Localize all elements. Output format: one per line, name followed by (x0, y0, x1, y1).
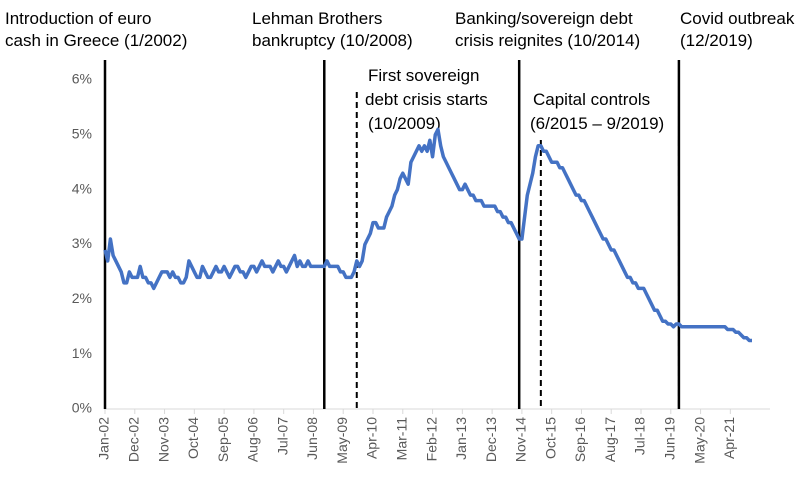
x-tick-label: Jan-13 (453, 417, 469, 460)
x-tick-label: Jun-08 (304, 417, 320, 460)
annotation: (10/2009) (368, 114, 441, 133)
x-tick-label: May-20 (691, 417, 707, 464)
x-tick-label: Jul-07 (274, 417, 290, 455)
annotation: crisis reignites (10/2014) (455, 31, 640, 50)
y-tick-label: 5% (72, 126, 92, 142)
annotation: (6/2015 – 9/2019) (530, 114, 664, 133)
x-tick-label: May-09 (334, 417, 350, 464)
y-tick-label: 2% (72, 290, 92, 306)
x-tick-label: Apr-21 (721, 417, 737, 459)
y-tick-label: 6% (72, 71, 92, 87)
annotation: First sovereign (368, 66, 479, 85)
annotation: debt crisis starts (365, 90, 488, 109)
x-tick-label: Oct-04 (185, 417, 201, 459)
x-tick-label: Sep-16 (572, 417, 588, 462)
x-tick-label: Aug-06 (245, 417, 261, 462)
annotation: Introduction of euro (5, 9, 151, 28)
x-tick-label: Jul-18 (632, 417, 648, 455)
annotation: Capital controls (533, 90, 650, 109)
annotation: Banking/sovereign debt (455, 9, 633, 28)
x-tick-label: Jun-19 (661, 417, 677, 460)
y-tick-label: 4% (72, 180, 92, 196)
x-tick-label: Dec-13 (483, 417, 499, 462)
x-tick-label: Sep-05 (215, 417, 231, 462)
annotation: Covid outbreak (680, 9, 795, 28)
x-tick-label: Aug-17 (602, 417, 618, 462)
x-tick-label: Feb-12 (423, 417, 439, 462)
annotation: cash in Greece (1/2002) (5, 31, 187, 50)
annotation: Lehman Brothers (252, 9, 382, 28)
x-tick-label: Nov-14 (513, 417, 529, 462)
x-tick-label: Mar-11 (393, 417, 409, 461)
y-tick-label: 0% (72, 400, 92, 416)
x-tick-label: Oct-15 (542, 417, 558, 459)
data-line (103, 127, 752, 343)
annotation: (12/2019) (680, 31, 753, 50)
x-tick-label: Nov-03 (155, 417, 171, 462)
annotation: bankruptcy (10/2008) (252, 31, 413, 50)
x-tick-label: Jan-02 (96, 417, 112, 460)
x-tick-label: Apr-10 (364, 417, 380, 459)
y-tick-label: 3% (72, 235, 92, 251)
x-tick-label: Dec-02 (125, 417, 141, 462)
y-tick-label: 1% (72, 345, 92, 361)
